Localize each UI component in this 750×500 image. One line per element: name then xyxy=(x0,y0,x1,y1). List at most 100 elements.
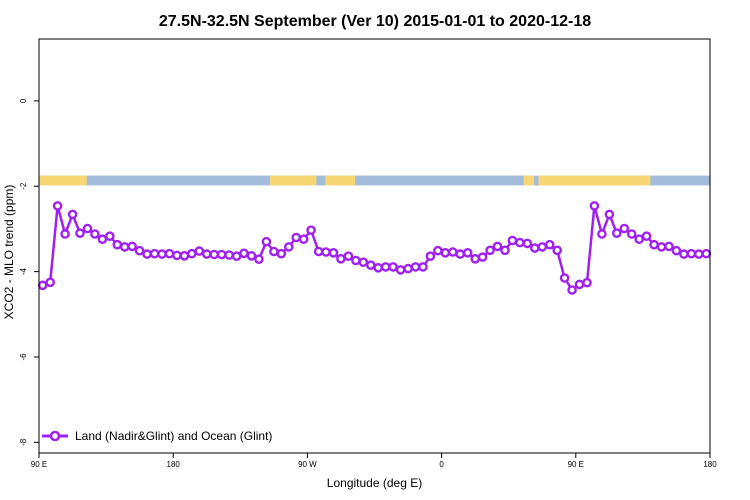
series-point xyxy=(328,247,339,258)
series-point xyxy=(343,251,354,262)
series-point xyxy=(492,241,503,252)
series-point xyxy=(694,249,704,259)
x-tick-label: 90 E xyxy=(31,460,47,469)
series-point xyxy=(612,228,622,238)
series-point xyxy=(149,248,160,259)
series-point xyxy=(686,248,697,259)
series-point xyxy=(246,250,257,261)
series-point xyxy=(500,245,510,256)
series-point xyxy=(358,257,369,268)
series-point xyxy=(559,273,570,283)
series-point xyxy=(291,232,302,243)
series-point xyxy=(679,249,689,259)
series-point xyxy=(567,285,577,295)
series-point xyxy=(134,245,145,256)
series-point xyxy=(515,237,525,248)
series-point xyxy=(552,245,563,256)
series-point xyxy=(507,235,518,246)
chart-title: 27.5N-32.5N September (Ver 10) 2015-01-0… xyxy=(159,13,591,30)
series-point xyxy=(313,246,324,257)
x-axis: 90 E 180 90 W 0 90 E 180 xyxy=(31,453,717,469)
legend-entry-label: Land (Nadir&Glint) and Ocean (Glint) xyxy=(75,429,272,443)
band-ocean xyxy=(39,175,710,186)
series-point xyxy=(321,247,331,257)
series-point xyxy=(485,245,495,256)
series-point xyxy=(641,231,652,241)
series-point xyxy=(462,247,473,258)
series-point xyxy=(403,263,413,274)
series-point xyxy=(477,252,488,262)
y-axis: 0 -2 -4 -6 -8 xyxy=(19,98,39,446)
series-point xyxy=(276,248,287,259)
x-tick-label: 90 E xyxy=(568,460,584,469)
series-point xyxy=(388,262,398,272)
series-point xyxy=(269,246,279,257)
series-point xyxy=(634,234,645,244)
y-axis-label: XCO2 - MLO trend (ppm) xyxy=(2,185,16,320)
series-point xyxy=(142,249,152,259)
series-point xyxy=(649,239,659,250)
band-land-segment xyxy=(39,175,87,186)
series-point xyxy=(537,242,548,252)
series-point xyxy=(283,242,294,252)
x-tick-label: 0 xyxy=(439,460,444,469)
series-point xyxy=(671,245,682,256)
series-point xyxy=(224,250,234,260)
series-point xyxy=(582,277,592,288)
series-point xyxy=(380,262,391,272)
y-tick-label: -4 xyxy=(19,268,28,276)
surface-type-band xyxy=(39,175,710,186)
x-axis-label: Longitude (deg E) xyxy=(327,476,422,490)
series-point xyxy=(231,251,242,262)
y-tick-label: -8 xyxy=(19,438,28,446)
y-tick-label: -2 xyxy=(19,182,28,190)
series-point xyxy=(82,223,93,234)
series-point xyxy=(351,255,361,266)
y-tick-label: -6 xyxy=(19,353,28,361)
y-tick-label: 0 xyxy=(19,98,28,103)
x-tick-label: 180 xyxy=(703,460,717,469)
series-point xyxy=(164,248,175,259)
series-point xyxy=(298,234,309,244)
series-point xyxy=(52,201,63,211)
series-point xyxy=(112,239,123,250)
series-point xyxy=(119,242,130,252)
band-land-segment xyxy=(523,175,535,186)
series-point xyxy=(60,229,70,239)
series-point xyxy=(470,253,481,264)
series-point xyxy=(216,249,227,260)
series-point xyxy=(105,231,115,241)
series-point xyxy=(433,245,443,256)
band-land-segment xyxy=(325,175,356,186)
plot-series xyxy=(37,201,712,295)
series-point xyxy=(440,247,451,258)
series-point xyxy=(97,234,108,244)
series-point xyxy=(597,229,607,239)
series-point xyxy=(626,229,637,239)
legend-marker-swatch xyxy=(49,430,61,442)
series-point xyxy=(656,242,667,252)
series-point xyxy=(75,228,85,238)
series-point xyxy=(701,248,712,259)
series-point xyxy=(619,223,630,234)
series-point xyxy=(127,241,137,252)
series-point xyxy=(90,229,100,239)
series-point xyxy=(254,254,264,265)
series-point xyxy=(239,248,249,259)
series-point xyxy=(336,253,346,264)
series-point xyxy=(522,238,533,249)
series-point xyxy=(157,249,167,259)
plot-frame xyxy=(38,38,711,454)
series-point xyxy=(209,249,219,260)
series-point xyxy=(410,262,421,272)
series-point xyxy=(186,248,197,259)
x-tick-label: 180 xyxy=(167,460,181,469)
series-point xyxy=(530,243,540,253)
series-point xyxy=(45,277,56,288)
legend: Land (Nadir&Glint) and Ocean (Glint) xyxy=(42,429,272,443)
series-point xyxy=(664,241,674,252)
band-land-segment xyxy=(538,175,651,186)
series-point xyxy=(544,239,555,250)
series-point xyxy=(194,246,205,256)
